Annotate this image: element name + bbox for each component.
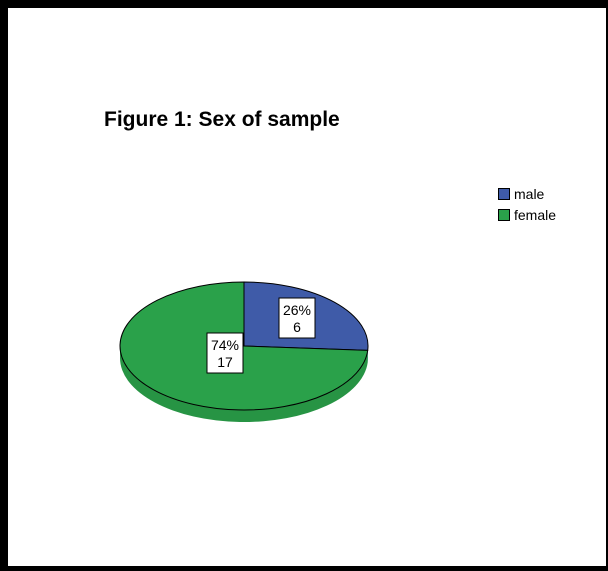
- data-label-percent-female: 74%: [211, 337, 239, 353]
- legend-swatch-female: [498, 208, 510, 221]
- legend-item-female: female: [498, 204, 556, 225]
- legend: male female: [498, 183, 556, 225]
- data-label-count-female: 17: [217, 354, 233, 370]
- pie-slice-female: [119, 281, 369, 411]
- legend-item-male: male: [498, 183, 556, 204]
- legend-label-female: female: [514, 206, 557, 223]
- data-label-male: 26%6: [278, 297, 316, 339]
- chart-title: Figure 1: Sex of sample: [104, 108, 340, 131]
- data-label-count-male: 6: [293, 319, 301, 335]
- pie-side-female: [120, 346, 368, 423]
- legend-swatch-male: [498, 187, 510, 200]
- legend-label-male: male: [514, 185, 545, 202]
- data-label-female: 74%17: [206, 332, 244, 374]
- data-label-percent-male: 26%: [283, 302, 311, 318]
